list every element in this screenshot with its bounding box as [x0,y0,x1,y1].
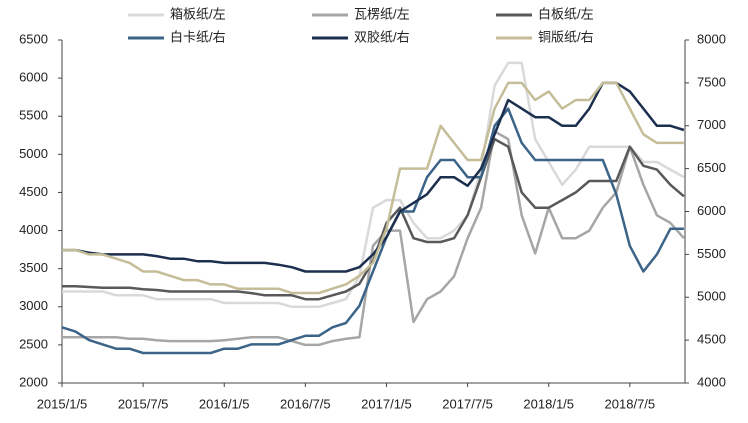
y-tick-label: 3500 [19,260,48,275]
x-tick-label: 2018/7/5 [605,396,656,411]
legend-label: 瓦楞纸/左 [354,6,410,21]
x-tick-label: 2018/1/5 [523,396,574,411]
x-tick-label: 2017/7/5 [442,396,493,411]
legend-label: 铜版纸/右 [538,29,594,44]
y2-tick-label: 8000 [697,31,726,46]
y-tick-label: 4000 [19,222,48,237]
legend-label: 双胶纸/右 [354,29,410,44]
y2-tick-label: 4000 [697,374,726,389]
series-line [61,107,684,355]
y-tick-label: 6500 [19,31,48,46]
x-tick-label: 2015/7/5 [118,396,169,411]
y2-tick-label: 6000 [697,203,726,218]
x-tick-label: 2015/1/5 [37,396,88,411]
y2-tick-label: 5500 [697,246,726,261]
y-tick-label: 2500 [19,336,48,351]
y-tick-label: 3000 [19,298,48,313]
legend-label: 白卡纸/右 [170,29,226,44]
y-tick-label: 4500 [19,184,48,199]
x-tick-label: 2016/1/5 [199,396,250,411]
series-line [62,137,685,301]
x-tick-label: 2017/1/5 [361,396,412,411]
y2-tick-label: 5000 [697,289,726,304]
y-tick-label: 5000 [19,146,48,161]
series-line [62,81,685,273]
y-tick-label: 6000 [19,70,48,85]
y-tick-label: 2000 [19,374,48,389]
legend-label: 箱板纸/左 [170,6,226,21]
y2-tick-label: 7500 [697,74,726,89]
x-tick-label: 2016/7/5 [280,396,331,411]
y2-tick-label: 7000 [697,117,726,132]
legend-label: 白板纸/左 [538,6,594,21]
y-tick-label: 5500 [19,108,48,123]
y2-tick-label: 4500 [697,332,726,347]
series-line [62,61,685,309]
y2-tick-label: 6500 [697,160,726,175]
series-line [62,81,684,295]
series-line [62,130,685,347]
